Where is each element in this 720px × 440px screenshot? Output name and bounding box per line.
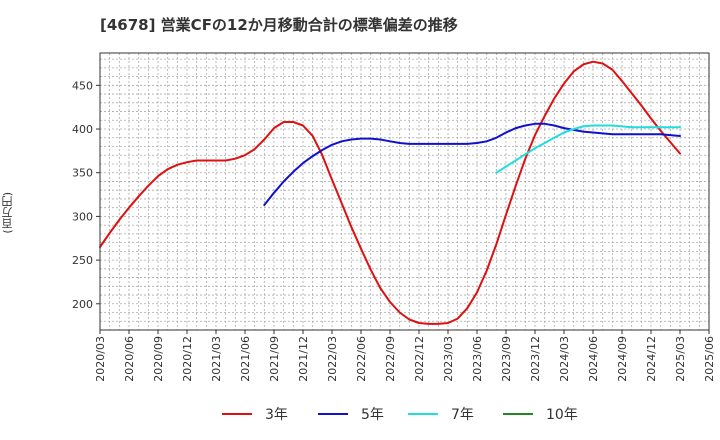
x-tick-label: 2021/06 [239,336,252,382]
x-tick-label: 2023/06 [471,336,484,382]
series-layer [99,60,681,325]
x-tick-label: 2021/03 [210,336,223,382]
legend-label: 10年 [546,407,578,423]
y-tick-label: 300 [72,210,93,223]
x-tick-label: 2021/12 [297,336,310,382]
x-tick-label: 2023/03 [442,336,455,382]
x-tick-label: 2024/03 [558,336,571,382]
x-axis-ticks: 2020/03 2020/06 2020/09 2020/12 2021/03 2021/… [94,330,716,382]
x-tick-label: 2022/09 [384,336,397,382]
plot-background [100,53,709,330]
x-tick-label: 2020/09 [152,336,165,382]
y-axis-ticks: 200 250 300 350 400 450 [72,79,100,311]
x-tick-label: 2025/06 [703,336,716,382]
legend: 3年 5年 7年 10年 [222,407,578,423]
x-tick-label: 2024/06 [587,336,600,382]
x-tick-label: 2022/03 [326,336,339,382]
legend-label: 7年 [451,407,474,423]
x-tick-label: 2020/03 [94,336,107,382]
series-line-5年 [263,122,681,206]
x-tick-label: 2024/12 [645,336,658,382]
series-line-7年 [495,124,681,174]
plot-frame [99,52,710,331]
grid-lines [100,53,709,331]
series-line-3年 [99,60,681,325]
x-tick-label: 2020/06 [123,336,136,382]
y-tick-label: 200 [72,298,93,311]
chart-title: [4678] 営業CFの12か月移動合計の標準偏差の推移 [100,16,458,34]
legend-label: 3年 [265,407,288,423]
x-tick-label: 2025/03 [674,336,687,382]
x-tick-label: 2023/12 [529,336,542,382]
x-tick-label: 2022/12 [413,336,426,382]
y-tick-label: 250 [72,254,93,267]
x-tick-label: 2023/09 [500,336,513,382]
x-tick-label: 2024/09 [616,336,629,382]
y-tick-label: 350 [72,167,93,180]
x-tick-label: 2021/09 [268,336,281,382]
legend-label: 5年 [361,407,384,423]
x-tick-label: 2020/12 [181,336,194,382]
y-tick-label: 400 [72,123,93,136]
x-tick-label: 2022/06 [355,336,368,382]
y-tick-label: 450 [72,79,93,92]
